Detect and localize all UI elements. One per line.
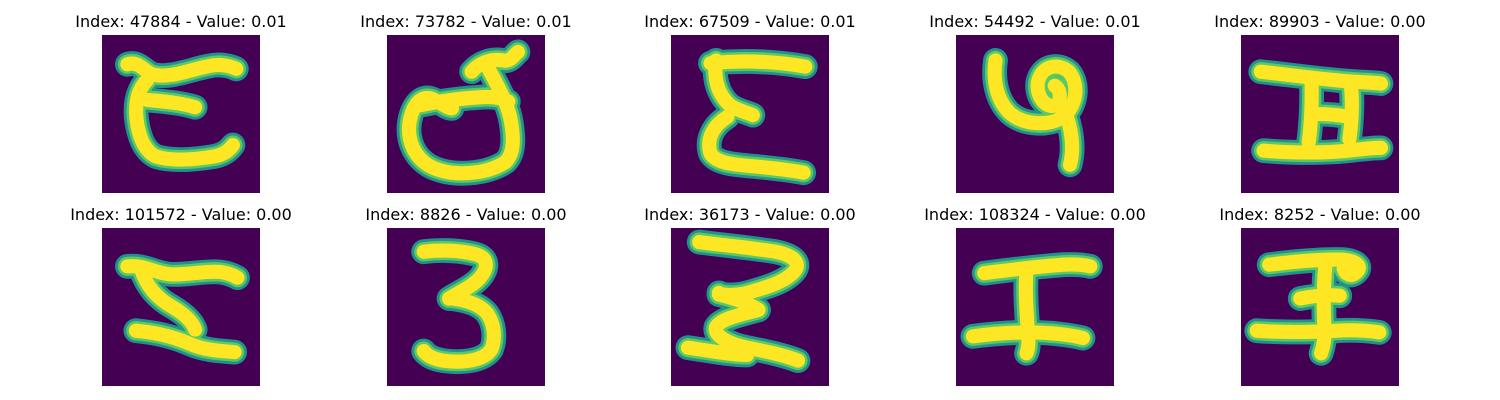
glyph-image	[387, 35, 545, 193]
panel-title: Index: 73782 - Value: 0.01	[360, 12, 572, 31]
panel-title: Index: 36173 - Value: 0.00	[644, 205, 856, 224]
panel-title: Index: 101572 - Value: 0.00	[70, 205, 292, 224]
glyph-image	[102, 228, 260, 386]
glyph-image	[1241, 35, 1399, 193]
panel-title: Index: 47884 - Value: 0.01	[75, 12, 287, 31]
glyph-image	[671, 35, 829, 193]
glyph-image	[1241, 228, 1399, 386]
glyph-image	[102, 35, 260, 193]
panel-title: Index: 54492 - Value: 0.01	[929, 12, 1141, 31]
glyph-image	[671, 228, 829, 386]
panel-title: Index: 89903 - Value: 0.00	[1214, 12, 1426, 31]
panel-title: Index: 8252 - Value: 0.00	[1219, 205, 1421, 224]
glyph-image	[956, 228, 1114, 386]
glyph-image	[387, 228, 545, 386]
panel-title: Index: 108324 - Value: 0.00	[924, 205, 1146, 224]
panel-title: Index: 8826 - Value: 0.00	[365, 205, 567, 224]
panel-title: Index: 67509 - Value: 0.01	[644, 12, 856, 31]
glyph-image	[956, 35, 1114, 193]
